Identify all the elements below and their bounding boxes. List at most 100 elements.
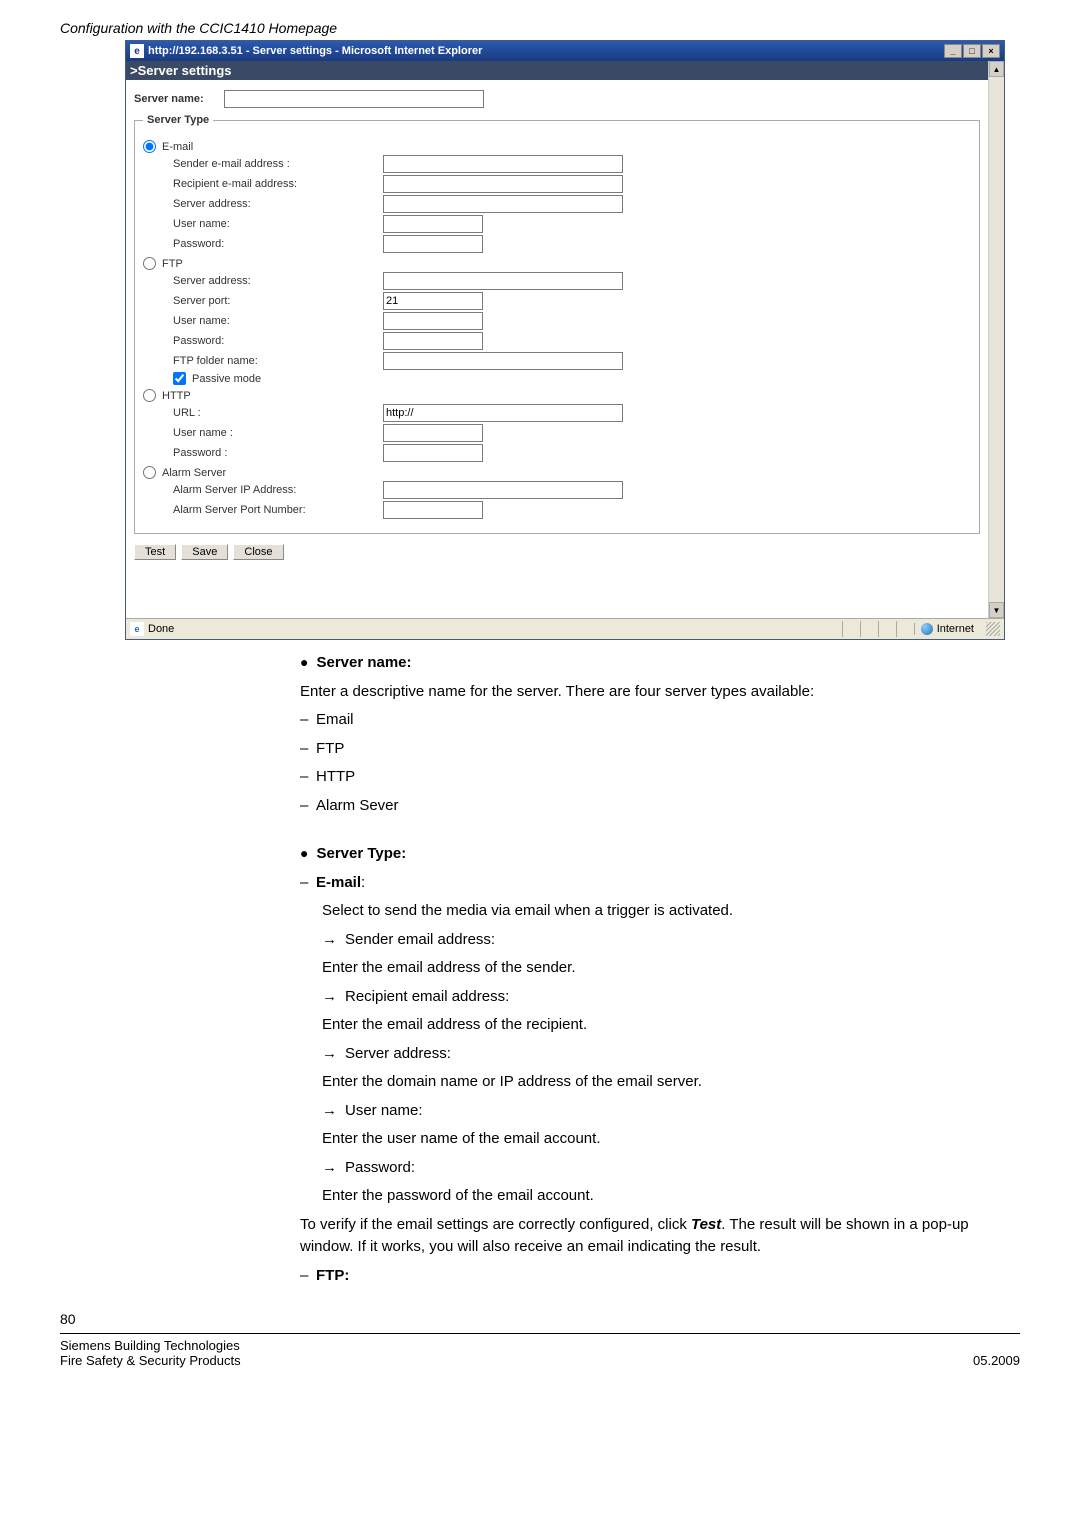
footer-rule: [60, 1333, 1020, 1334]
status-internet: Internet: [914, 623, 984, 635]
ie-window: e http://192.168.3.51 - Server settings …: [125, 40, 1005, 640]
dash-icon: –: [300, 872, 316, 895]
dash-icon: –: [300, 1265, 316, 1288]
http-radio[interactable]: [143, 389, 156, 402]
ie-title: http://192.168.3.51 - Server settings - …: [148, 45, 482, 57]
done-icon: e: [130, 622, 144, 636]
arrow-icon: →: [322, 1100, 337, 1123]
arrow-icon: →: [322, 1157, 337, 1180]
alarm-port-input[interactable]: [383, 501, 483, 519]
scroll-down-icon[interactable]: ▼: [989, 602, 1004, 618]
ftp-user-input[interactable]: [383, 312, 483, 330]
scroll-up-icon[interactable]: ▲: [989, 61, 1004, 77]
sender-desc: Enter the email address of the sender.: [322, 957, 990, 980]
footer-company: Siemens Building Technologies: [60, 1338, 241, 1353]
alarm-ip-label: Alarm Server IP Address:: [173, 484, 383, 496]
maximize-button[interactable]: □: [963, 44, 981, 58]
ftp-password-input[interactable]: [383, 332, 483, 350]
ftp-folder-input[interactable]: [383, 352, 623, 370]
dash-icon: –: [300, 709, 316, 732]
ftp-server-input[interactable]: [383, 272, 623, 290]
ftp-user-label: User name:: [173, 315, 383, 327]
http-user-input[interactable]: [383, 424, 483, 442]
dash-icon: –: [300, 766, 316, 789]
verify-paragraph: To verify if the email settings are corr…: [300, 1214, 990, 1259]
email-user-label: User name:: [173, 218, 383, 230]
recipient-input[interactable]: [383, 175, 623, 193]
server-addr-desc: Enter the domain name or IP address of t…: [322, 1071, 990, 1094]
email-user-input[interactable]: [383, 215, 483, 233]
ftp-radio-label: FTP: [162, 258, 183, 270]
passive-checkbox[interactable]: [173, 372, 186, 385]
user-desc: Enter the user name of the email account…: [322, 1128, 990, 1151]
test-button[interactable]: Test: [134, 544, 176, 560]
server-addr-heading: Server address:: [345, 1043, 451, 1066]
minimize-button[interactable]: _: [944, 44, 962, 58]
footer-division: Fire Safety & Security Products: [60, 1353, 241, 1368]
password-heading: Password:: [345, 1157, 415, 1180]
alarm-ip-input[interactable]: [383, 481, 623, 499]
email-radio-label: E-mail: [162, 141, 193, 153]
close-window-button[interactable]: ×: [982, 44, 1000, 58]
server-name-heading: Server name:: [316, 652, 411, 675]
arrow-icon: →: [322, 986, 337, 1009]
server-type-legend: Server Type: [143, 114, 213, 126]
email-heading: E-mail:: [316, 872, 365, 895]
email-server-input[interactable]: [383, 195, 623, 213]
server-type-heading: Server Type:: [316, 843, 406, 866]
server-type-fieldset: Server Type E-mail Sender e-mail address…: [134, 114, 980, 534]
recipient-heading: Recipient email address:: [345, 986, 509, 1009]
alarm-radio-label: Alarm Server: [162, 467, 226, 479]
bullet-icon: ●: [300, 652, 308, 673]
status-cell: [896, 621, 914, 637]
server-name-desc: Enter a descriptive name for the server.…: [300, 681, 990, 704]
page-heading: >Server settings: [126, 61, 988, 80]
alarm-radio[interactable]: [143, 466, 156, 479]
save-button[interactable]: Save: [181, 544, 228, 560]
footer-date: 05.2009: [973, 1353, 1020, 1368]
email-desc: Select to send the media via email when …: [322, 900, 990, 923]
http-password-input[interactable]: [383, 444, 483, 462]
page-header: Configuration with the CCIC1410 Homepage: [60, 20, 1020, 36]
http-url-input[interactable]: [383, 404, 623, 422]
status-cell: [878, 621, 896, 637]
status-cell: [860, 621, 878, 637]
alarm-port-label: Alarm Server Port Number:: [173, 504, 383, 516]
email-radio[interactable]: [143, 140, 156, 153]
sender-label: Sender e-mail address :: [173, 158, 383, 170]
type-alarm: Alarm Sever: [316, 795, 399, 818]
email-server-label: Server address:: [173, 198, 383, 210]
email-password-label: Password:: [173, 238, 383, 250]
sender-heading: Sender email address:: [345, 929, 495, 952]
server-name-label: Server name:: [134, 93, 224, 105]
sender-input[interactable]: [383, 155, 623, 173]
server-name-input[interactable]: [224, 90, 484, 108]
type-email: Email: [316, 709, 354, 732]
scrollbar[interactable]: ▲ ▼: [988, 61, 1004, 618]
recipient-desc: Enter the email address of the recipient…: [322, 1014, 990, 1037]
footer: Siemens Building Technologies Fire Safet…: [60, 1338, 1020, 1368]
http-user-label: User name :: [173, 427, 383, 439]
arrow-icon: →: [322, 929, 337, 952]
password-desc: Enter the password of the email account.: [322, 1185, 990, 1208]
http-password-label: Password :: [173, 447, 383, 459]
resize-grip-icon[interactable]: [986, 622, 1000, 636]
ftp-port-input[interactable]: [383, 292, 483, 310]
close-button[interactable]: Close: [233, 544, 283, 560]
http-url-label: URL :: [173, 407, 383, 419]
globe-icon: [921, 623, 933, 635]
ftp-port-label: Server port:: [173, 295, 383, 307]
ie-titlebar: e http://192.168.3.51 - Server settings …: [126, 41, 1004, 61]
ftp-password-label: Password:: [173, 335, 383, 347]
type-http: HTTP: [316, 766, 355, 789]
dash-icon: –: [300, 795, 316, 818]
doc-body: ● Server name: Enter a descriptive name f…: [300, 652, 990, 1287]
status-done: Done: [148, 623, 174, 635]
ftp-radio[interactable]: [143, 257, 156, 270]
page-number: 80: [60, 1311, 1020, 1327]
dash-icon: –: [300, 738, 316, 761]
status-cell: [842, 621, 860, 637]
ftp-folder-label: FTP folder name:: [173, 355, 383, 367]
ie-icon: e: [130, 44, 144, 58]
email-password-input[interactable]: [383, 235, 483, 253]
